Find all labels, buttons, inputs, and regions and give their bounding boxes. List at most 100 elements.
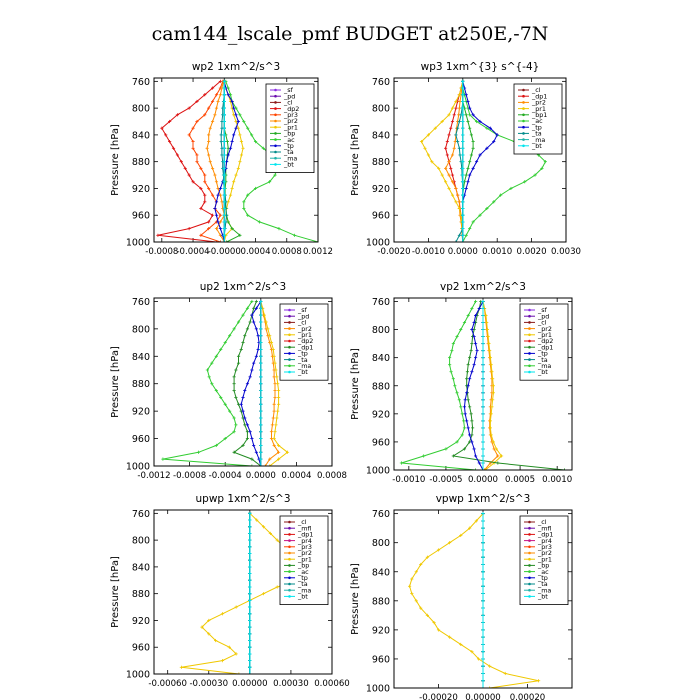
panel-5: upwp 1xm^2/s^3 Pressure [hPa] 760 800 840 880… [110, 493, 350, 689]
legend-entry: _pr2 [283, 117, 298, 125]
legend-marker [288, 520, 291, 524]
legend-entry: _sf [283, 86, 294, 94]
x-tick-label: -0.0010 [392, 475, 425, 485]
legend-entry: _ta [297, 580, 308, 588]
legend-entry: _bt [537, 368, 548, 376]
y-tick-label: 920 [372, 625, 390, 636]
y-tick-label: 760 [372, 509, 390, 520]
panel-title: wp2 1xm^2/s^3 [192, 61, 280, 73]
legend-marker [274, 101, 277, 104]
x-tick-label: 0.0020 [517, 247, 547, 257]
y-axis-label: Pressure [hPa] [110, 124, 121, 196]
legend-marker [288, 588, 291, 592]
legend: _sf_pd_cl_pr2_pr1_dp2_dp1_tp_ta_ma_bt [519, 303, 569, 381]
legend-marker [528, 327, 531, 330]
legend-marker [528, 352, 531, 355]
legend-marker [528, 520, 531, 524]
legend-marker [528, 364, 531, 368]
x-tick-label: 0.0010 [542, 475, 572, 485]
y-tick-label: 1000 [126, 670, 150, 681]
legend-entry: _bp1 [531, 111, 547, 119]
legend-entry: _ac [297, 568, 309, 576]
figure-title: cam144_lscale_pmf BUDGET at250E,-7N [152, 23, 549, 45]
series-group [419, 79, 547, 242]
legend-marker [288, 570, 291, 573]
legend-entry: _pr2 [297, 549, 312, 557]
y-axis-label: Pressure [hPa] [350, 124, 361, 196]
legend-marker [288, 582, 291, 586]
y-tick-label: 1000 [126, 462, 150, 473]
y-tick-label: 800 [132, 324, 150, 335]
y-tick-label: 960 [372, 211, 390, 222]
panel-1: wp2 1xm^2/s^3 Pressure [hPa] 760 800 840 880 9… [110, 61, 333, 257]
legend-marker [288, 564, 291, 567]
legend-entry: _ma [537, 362, 551, 370]
legend-entry: _pr1 [297, 331, 312, 339]
legend-marker [528, 545, 531, 549]
legend-entry: _pd [297, 312, 309, 320]
legend-entry: _pr4 [297, 537, 312, 545]
panel-title: up2 1xm^2/s^3 [200, 281, 286, 293]
legend-marker [522, 88, 525, 92]
legend-entry: _ma [283, 154, 297, 162]
legend-marker [288, 539, 291, 542]
legend-marker [288, 321, 291, 324]
y-tick-label: 760 [132, 297, 150, 308]
legend-entry: _dp2 [537, 337, 553, 345]
legend-marker [288, 314, 291, 318]
plot-frame [153, 77, 319, 243]
legend-marker [528, 308, 531, 312]
legend-marker [528, 557, 531, 561]
legend-marker [528, 333, 531, 337]
legend-entry: _ma [537, 586, 551, 594]
y-tick-label: 1000 [366, 684, 390, 695]
y-tick-label: 920 [372, 409, 390, 420]
y-tick-label: 840 [132, 352, 150, 363]
legend-entry: _bp [537, 562, 549, 570]
x-tick-label: -0.0010 [412, 247, 445, 257]
legend-marker [528, 526, 531, 530]
panel-title: vp2 1xm^2/s^3 [440, 281, 526, 293]
x-tick-label: 0.0005 [505, 475, 535, 485]
legend-entry: _pr4 [537, 537, 552, 545]
legend-entry: _cl [297, 319, 307, 327]
y-axis-label: Pressure [hPa] [350, 563, 361, 635]
panel-3: up2 1xm^2/s^3 Pressure [hPa] 760 800 840 880 9… [110, 281, 347, 481]
legend-marker [522, 119, 525, 123]
legend-entry: _dp1 [531, 92, 547, 100]
y-tick-label: 920 [372, 184, 390, 195]
legend-entry: _pr1 [283, 123, 298, 131]
panel-title: vpwp 1xm^2/s^3 [436, 493, 531, 505]
y-tick-label: 800 [132, 536, 150, 547]
legend-marker [528, 582, 531, 586]
plot-frame [393, 297, 573, 471]
legend-marker [522, 101, 525, 104]
x-tick-label: -0.00020 [419, 693, 458, 700]
legend-marker [274, 132, 277, 135]
y-tick-label: 920 [132, 616, 150, 627]
x-tick-label: -0.0012 [137, 471, 170, 481]
legend-entry: _pr3 [283, 111, 298, 119]
legend-entry: _ma [297, 362, 311, 370]
legend-marker [528, 576, 531, 580]
legend-marker [522, 144, 525, 148]
plot-frame [393, 509, 573, 689]
legend-marker [528, 588, 531, 592]
legend-marker [528, 314, 531, 318]
legend-entry: _pr1 [531, 105, 546, 113]
legend-marker [274, 113, 277, 117]
legend-entry: _bt [283, 161, 294, 169]
series-group [179, 511, 309, 674]
panel-title: wp3 1xm^{3} s^{-4} [421, 61, 540, 73]
legend-marker [288, 352, 291, 355]
legend-marker [288, 545, 291, 549]
y-axis-label: Pressure [hPa] [110, 346, 121, 418]
panel-title: upwp 1xm^2/s^3 [196, 493, 291, 505]
series-group [399, 299, 567, 470]
legend-marker [528, 564, 531, 567]
legend-entry: _pr1 [537, 555, 552, 563]
x-tick-label: -0.0008 [173, 471, 206, 481]
legend-marker [288, 345, 291, 349]
legend-entry: _pd [537, 312, 549, 320]
